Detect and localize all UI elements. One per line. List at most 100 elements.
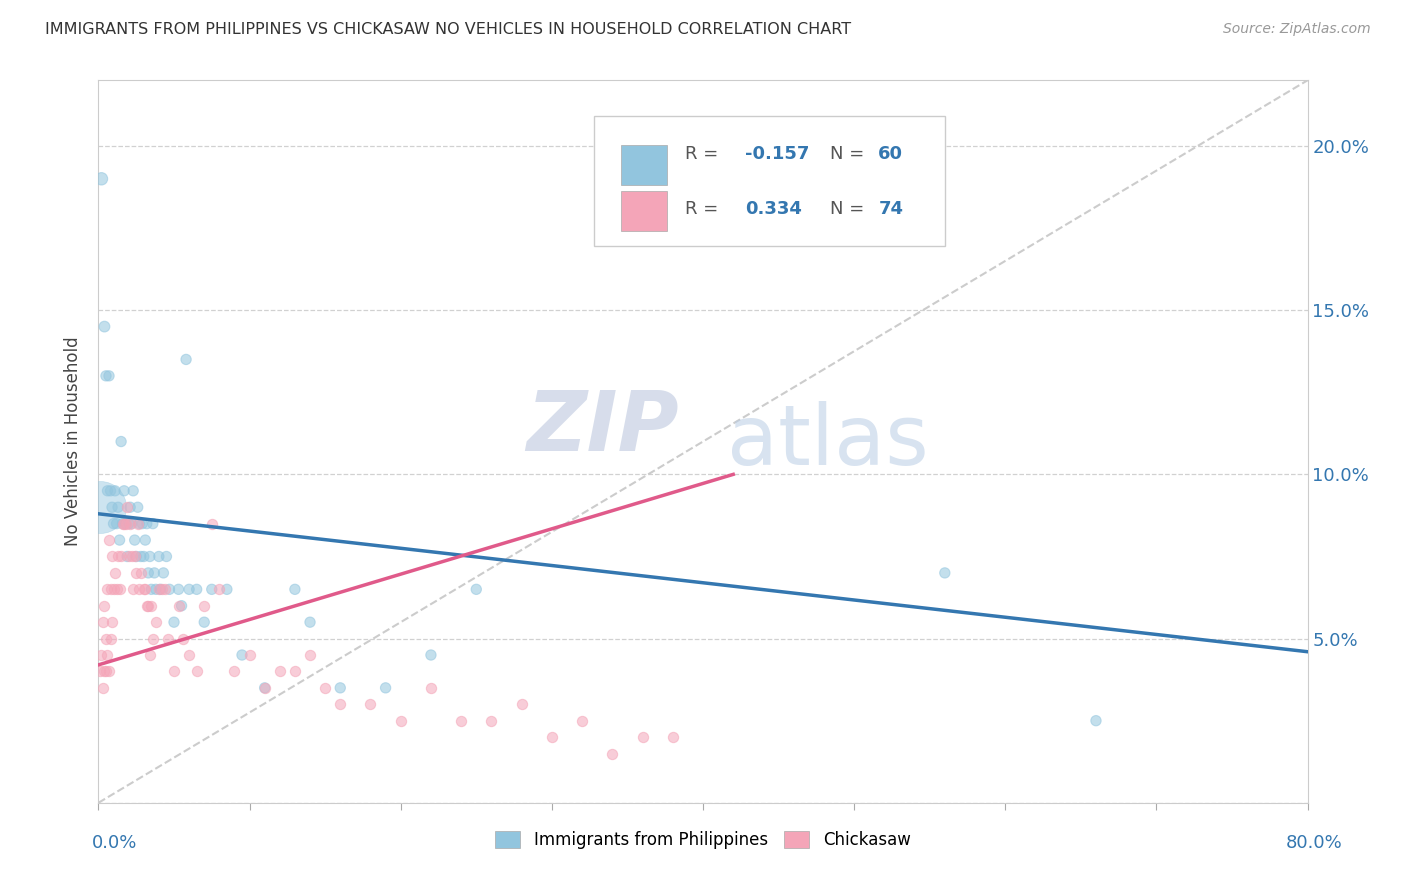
Point bbox=[269, 665, 291, 679]
Point bbox=[135, 599, 157, 613]
Point bbox=[108, 582, 131, 597]
Point bbox=[125, 566, 148, 580]
Point bbox=[115, 500, 138, 515]
Point bbox=[148, 582, 170, 597]
Point bbox=[389, 714, 412, 728]
Point bbox=[115, 549, 138, 564]
Point bbox=[224, 665, 246, 679]
Text: Source: ZipAtlas.com: Source: ZipAtlas.com bbox=[1223, 22, 1371, 37]
Point bbox=[141, 582, 163, 597]
Point bbox=[299, 648, 322, 662]
Point bbox=[114, 516, 136, 531]
Text: ZIP: ZIP bbox=[526, 386, 679, 467]
Point bbox=[122, 582, 145, 597]
Point bbox=[136, 599, 159, 613]
Point bbox=[174, 352, 197, 367]
Point bbox=[201, 516, 224, 531]
Point bbox=[103, 582, 125, 597]
Point bbox=[89, 665, 111, 679]
Point bbox=[110, 549, 132, 564]
Text: IMMIGRANTS FROM PHILIPPINES VS CHICKASAW NO VEHICLES IN HOUSEHOLD CORRELATION CH: IMMIGRANTS FROM PHILIPPINES VS CHICKASAW… bbox=[45, 22, 851, 37]
Point bbox=[145, 582, 167, 597]
Point bbox=[170, 599, 193, 613]
Point bbox=[139, 549, 162, 564]
Point bbox=[100, 483, 122, 498]
Point bbox=[124, 549, 146, 564]
Text: -0.157: -0.157 bbox=[745, 145, 810, 163]
Point bbox=[208, 582, 231, 597]
Point bbox=[231, 648, 253, 662]
Point bbox=[163, 665, 186, 679]
Point bbox=[131, 516, 153, 531]
Point bbox=[101, 549, 124, 564]
Point bbox=[128, 582, 150, 597]
Point bbox=[132, 582, 155, 597]
Point bbox=[93, 665, 115, 679]
Point bbox=[602, 747, 624, 761]
Text: N =: N = bbox=[830, 145, 870, 163]
Point bbox=[143, 566, 166, 580]
Point bbox=[179, 582, 201, 597]
Text: R =: R = bbox=[685, 200, 724, 218]
Text: 80.0%: 80.0% bbox=[1286, 834, 1343, 852]
Point bbox=[284, 582, 307, 597]
Y-axis label: No Vehicles in Household: No Vehicles in Household bbox=[65, 336, 83, 547]
Point bbox=[125, 549, 148, 564]
Point bbox=[163, 615, 186, 630]
Point bbox=[661, 730, 683, 744]
Point bbox=[142, 632, 165, 646]
Point bbox=[127, 500, 149, 515]
Point bbox=[121, 549, 143, 564]
Point bbox=[98, 665, 121, 679]
Point bbox=[360, 698, 382, 712]
Point bbox=[148, 549, 170, 564]
Point bbox=[91, 615, 114, 630]
Point bbox=[105, 582, 128, 597]
Point bbox=[121, 516, 143, 531]
Point bbox=[284, 665, 307, 679]
Point bbox=[540, 730, 562, 744]
Point bbox=[111, 516, 134, 531]
Point bbox=[94, 665, 117, 679]
Point bbox=[93, 599, 115, 613]
Point bbox=[1085, 714, 1108, 728]
Point bbox=[101, 500, 124, 515]
Point bbox=[465, 582, 488, 597]
Point bbox=[631, 730, 654, 744]
Point bbox=[149, 582, 172, 597]
Point bbox=[253, 681, 276, 695]
Point bbox=[374, 681, 396, 695]
Point bbox=[201, 582, 224, 597]
Point bbox=[934, 566, 956, 580]
Point bbox=[96, 582, 118, 597]
Point bbox=[329, 681, 352, 695]
Point bbox=[299, 615, 322, 630]
Point bbox=[111, 516, 134, 531]
Point bbox=[110, 434, 132, 449]
Point bbox=[420, 648, 443, 662]
Point bbox=[167, 599, 190, 613]
Point bbox=[329, 698, 352, 712]
Point bbox=[129, 549, 152, 564]
Point bbox=[118, 516, 141, 531]
Point bbox=[93, 319, 115, 334]
Point bbox=[139, 648, 162, 662]
Text: R =: R = bbox=[685, 145, 724, 163]
Point bbox=[118, 549, 141, 564]
Text: 74: 74 bbox=[879, 200, 903, 218]
Point bbox=[105, 516, 128, 531]
Point bbox=[98, 368, 121, 383]
Text: atlas: atlas bbox=[727, 401, 929, 482]
Point bbox=[134, 582, 156, 597]
Point bbox=[101, 615, 124, 630]
FancyBboxPatch shape bbox=[621, 145, 666, 185]
Legend: Immigrants from Philippines, Chickasaw: Immigrants from Philippines, Chickasaw bbox=[489, 824, 917, 856]
Text: N =: N = bbox=[830, 200, 870, 218]
Point bbox=[239, 648, 262, 662]
Point bbox=[122, 483, 145, 498]
Point bbox=[114, 516, 136, 531]
Point bbox=[156, 632, 179, 646]
Point bbox=[89, 500, 111, 515]
Point bbox=[253, 681, 276, 695]
Point bbox=[100, 632, 122, 646]
